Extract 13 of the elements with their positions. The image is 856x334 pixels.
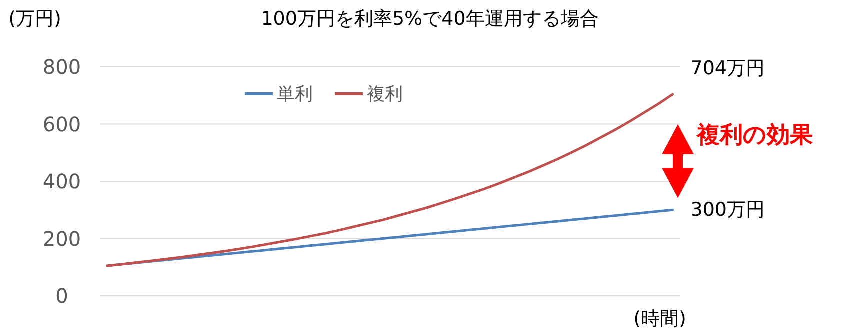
y-tick-label: 200 [42,226,82,251]
y-tick-label: 800 [42,55,82,79]
legend-label: 単利 [277,84,313,105]
text: 704万円 [690,57,766,80]
y-tick-label: 600 [42,112,82,136]
text: 300万円 [690,199,766,222]
y-tick-label: 0 [56,284,68,308]
chart-title: 100万円を利率5%で40年運用する場合 [261,8,599,30]
text: 複利の効果 [696,122,813,148]
x-axis-title: (時間) [634,308,686,330]
y-tick-label: 400 [42,170,82,194]
y-axis-title: (万円) [8,8,62,30]
legend-label: 複利 [367,84,403,105]
